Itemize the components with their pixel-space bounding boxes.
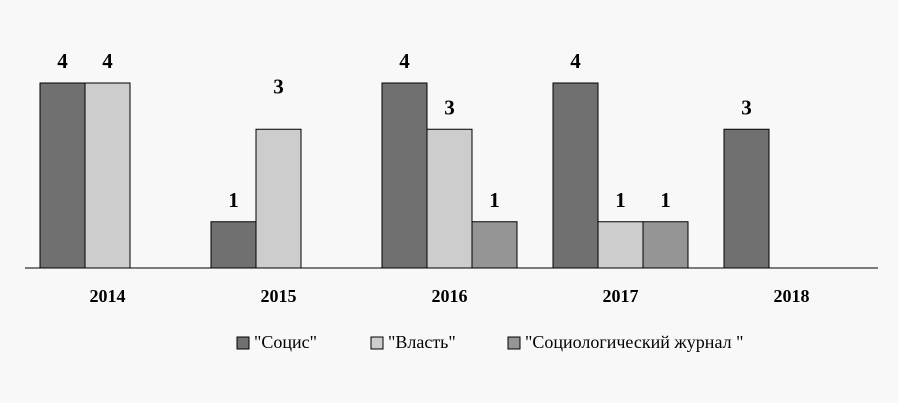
category-label-2016: 2016 xyxy=(432,286,468,306)
bar-2015-series-2 xyxy=(255,128,302,269)
bar-2017-series-2 xyxy=(597,221,644,269)
category-label-2017: 2017 xyxy=(603,286,639,306)
bar-2017-series-3 xyxy=(642,221,689,269)
data-label-2016-series-3: 1 xyxy=(489,188,500,212)
bar-2014-series-1 xyxy=(39,82,86,269)
legend-label-1: "Социс" xyxy=(254,332,317,352)
data-label-2015-series-2: 3 xyxy=(273,74,284,98)
legend-swatch-2 xyxy=(370,336,384,350)
category-labels-group: 2014 2015 2016 2017 2018 xyxy=(90,286,810,306)
legend: "Социс" "Власть" "Социологический журнал " xyxy=(236,332,743,352)
bar-2016-series-1 xyxy=(381,82,428,269)
data-label-2017-series-3: 1 xyxy=(660,188,671,212)
bar-2016-series-2 xyxy=(426,128,473,269)
data-label-2015-series-1: 1 xyxy=(228,188,239,212)
legend-swatch-1 xyxy=(236,336,250,350)
bar-2016-series-3 xyxy=(471,221,518,269)
bar-2017-series-1 xyxy=(552,82,599,269)
legend-swatch-3 xyxy=(507,336,521,350)
data-label-2017-series-2: 1 xyxy=(615,188,626,212)
bars-group xyxy=(39,82,770,269)
data-labels-group: 4 4 1 3 4 3 1 4 1 1 3 xyxy=(57,49,752,212)
category-label-2018: 2018 xyxy=(774,286,810,306)
bar-2015-series-1 xyxy=(210,221,257,269)
data-label-2017-series-1: 4 xyxy=(570,49,581,73)
bar-2018-series-1 xyxy=(723,128,770,269)
legend-label-3: "Социологический журнал " xyxy=(525,332,743,352)
category-label-2014: 2014 xyxy=(90,286,126,306)
category-label-2015: 2015 xyxy=(261,286,297,306)
data-label-2018-series-1: 3 xyxy=(741,95,752,119)
data-label-2016-series-1: 4 xyxy=(399,49,410,73)
data-label-2014-series-2: 4 xyxy=(102,49,113,73)
data-label-2016-series-2: 3 xyxy=(444,95,455,119)
bar-2014-series-2 xyxy=(84,82,131,269)
legend-label-2: "Власть" xyxy=(388,332,456,352)
data-label-2014-series-1: 4 xyxy=(57,49,68,73)
